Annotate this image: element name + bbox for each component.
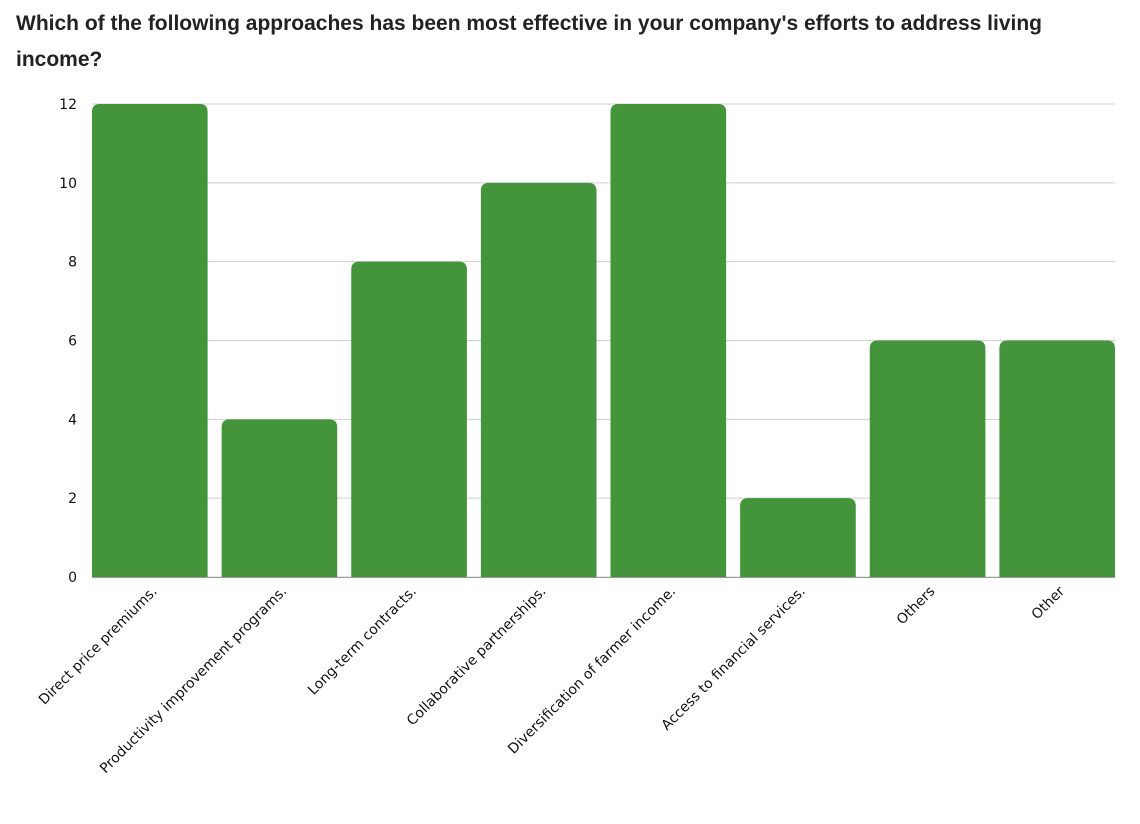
bar xyxy=(610,104,727,577)
bar xyxy=(92,104,208,577)
x-tick-label: Long-term contracts. xyxy=(305,584,420,699)
x-tick-label: Others xyxy=(894,584,939,629)
y-tick-label: 8 xyxy=(68,255,77,271)
y-tick-label: 2 xyxy=(68,491,77,507)
chart-title: Which of the following approaches has be… xyxy=(16,12,1043,71)
bar xyxy=(221,419,338,577)
bar xyxy=(480,182,597,578)
y-tick-label: 4 xyxy=(68,412,77,428)
bar xyxy=(999,340,1115,577)
y-tick-label: 12 xyxy=(59,97,77,113)
x-tick-label: Access to financial services. xyxy=(659,584,809,734)
bar xyxy=(740,498,856,577)
bar xyxy=(869,340,986,577)
y-tick-label: 0 xyxy=(68,570,77,586)
y-tick-label: 6 xyxy=(68,334,77,350)
bar xyxy=(351,261,467,577)
y-tick-label: 10 xyxy=(59,176,77,192)
x-tick-label: Collaborative partnerships. xyxy=(404,584,550,730)
x-tick-label: Direct price premiums. xyxy=(36,584,161,709)
x-tick-label: Other xyxy=(1029,583,1069,623)
